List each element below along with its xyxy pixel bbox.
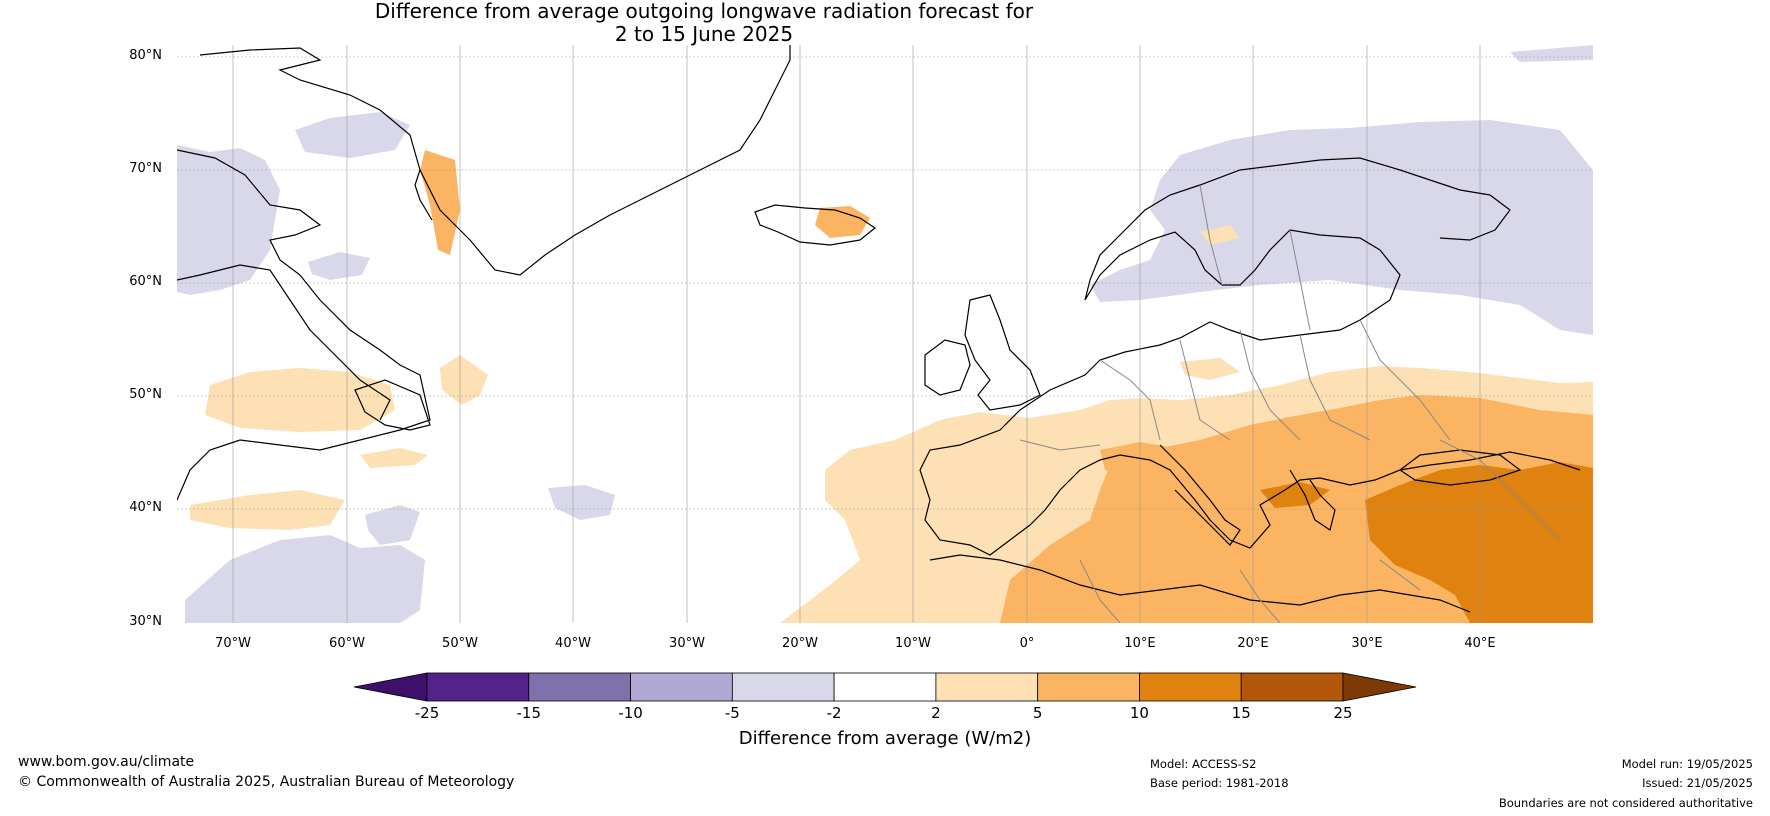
anomaly-region-positive: [190, 490, 345, 530]
anomaly-region-positive: [1260, 482, 1330, 508]
colorbar-tick-label: 25: [1333, 704, 1353, 722]
copyright-text: © Commonwealth of Australia 2025, Austra…: [18, 774, 515, 790]
colorbar-swatch: [1139, 672, 1242, 702]
lon-label: 10°E: [1124, 636, 1156, 651]
anomaly-region-positive: [1100, 442, 1175, 480]
colorbar-swatch: [731, 672, 835, 702]
coastline-mediterranean: [1119, 451, 1581, 549]
coastline-greenland: [199, 45, 791, 276]
anomaly-region-positive: [440, 355, 488, 405]
title-line-2: 2 to 15 June 2025: [614, 22, 794, 46]
model-run-text: Model run: 19/05/2025: [1621, 757, 1753, 771]
coastline-greece: [1289, 469, 1336, 531]
coastline-canada: [177, 149, 431, 501]
coastline-greenland-west: [414, 169, 433, 221]
anomaly-region-negative: [1510, 45, 1593, 62]
anomaly-region-positive: [1180, 358, 1240, 380]
colorbar-tick-label: -2: [826, 704, 842, 722]
colorbar-extend-low: [353, 672, 428, 702]
coastline-labrador: [177, 264, 391, 421]
anomaly-region-negative: [185, 535, 425, 623]
lon-label: 60°W: [329, 636, 365, 651]
lon-label: 20°W: [782, 636, 818, 651]
colorbar-tick-label: 10: [1129, 704, 1149, 722]
lon-label: 30°E: [1351, 636, 1383, 651]
colorbar-tick-label: -25: [414, 704, 440, 722]
lat-label: 30°N: [129, 614, 162, 629]
map-title: Difference from average outgoing longwav…: [0, 0, 1408, 46]
country-borders: [1019, 184, 1561, 623]
lon-label: 0°: [1019, 636, 1035, 651]
lat-label: 50°N: [129, 387, 162, 402]
colorbar-tick-label: -15: [516, 704, 542, 722]
anomaly-region-positive: [815, 206, 870, 238]
colorbar-swatch: [1037, 672, 1140, 702]
colorbar-tick-label: 2: [931, 704, 941, 722]
lat-label: 70°N: [129, 161, 162, 176]
colorbar-swatch: [426, 672, 530, 702]
lat-label: 40°N: [129, 500, 162, 515]
coastline-ireland: [924, 339, 971, 396]
anomaly-region-positive: [360, 448, 428, 468]
anomaly-region-negative: [1090, 120, 1593, 335]
colorbar-swatch: [833, 672, 937, 702]
colorbar-swatch: [528, 672, 631, 702]
coastlines: [177, 45, 1581, 613]
lon-label: 70°W: [215, 636, 251, 651]
website-link[interactable]: www.bom.gov.au/climate: [18, 754, 195, 770]
colorbar-swatch: [1240, 672, 1344, 702]
lon-label: 20°E: [1237, 636, 1269, 651]
anomaly-region-negative: [295, 112, 410, 158]
coastline-iberia: [919, 409, 1121, 556]
colorbar-swatch: [935, 672, 1039, 702]
anomaly-region-negative: [365, 505, 420, 545]
lat-label: 80°N: [129, 48, 162, 63]
coastline-iceland: [754, 204, 877, 246]
lon-label: 40°E: [1464, 636, 1496, 651]
disclaimer-text: Boundaries are not considered authoritat…: [1498, 796, 1753, 810]
lat-label: 60°N: [129, 274, 162, 289]
lon-label: 50°W: [442, 636, 478, 651]
lon-label: 40°W: [555, 636, 591, 651]
colorbar-tick-label: -5: [724, 704, 740, 722]
coastline-black-sea: [1398, 449, 1522, 486]
colorbar-extend-high: [1342, 672, 1417, 702]
title-line-1: Difference from average outgoing longwav…: [374, 0, 1034, 23]
colorbar-tick-label: 15: [1231, 704, 1251, 722]
graticule: [177, 45, 1593, 623]
anomaly-region-positive: [420, 150, 460, 255]
anomaly-region-positive: [205, 368, 395, 432]
model-text: Model: ACCESS-S2: [1150, 757, 1257, 771]
base-period-text: Base period: 1981-2018: [1150, 776, 1289, 790]
colorbar-swatch: [630, 672, 733, 702]
lon-label: 10°W: [895, 636, 931, 651]
coastline-britain: [964, 294, 1041, 411]
colorbar-tick-label: 5: [1032, 704, 1043, 722]
coastline-europe: [1019, 229, 1401, 411]
coastline-africa: [929, 554, 1471, 613]
issued-text: Issued: 21/05/2025: [1642, 776, 1753, 790]
anomaly-region-negative: [548, 485, 615, 520]
coastline-italy: [1159, 444, 1241, 546]
colorbar-label: Difference from average (W/m2): [738, 728, 1032, 749]
anomaly-region-positive: [1365, 462, 1593, 623]
lon-label: 30°W: [669, 636, 705, 651]
anomaly-region-negative: [308, 252, 370, 280]
anomaly-region-negative: [177, 145, 280, 295]
coastline-scandinavia: [1084, 157, 1511, 301]
coastline-newfoundland: [354, 379, 431, 431]
colorbar-tick-label: -10: [618, 704, 643, 722]
